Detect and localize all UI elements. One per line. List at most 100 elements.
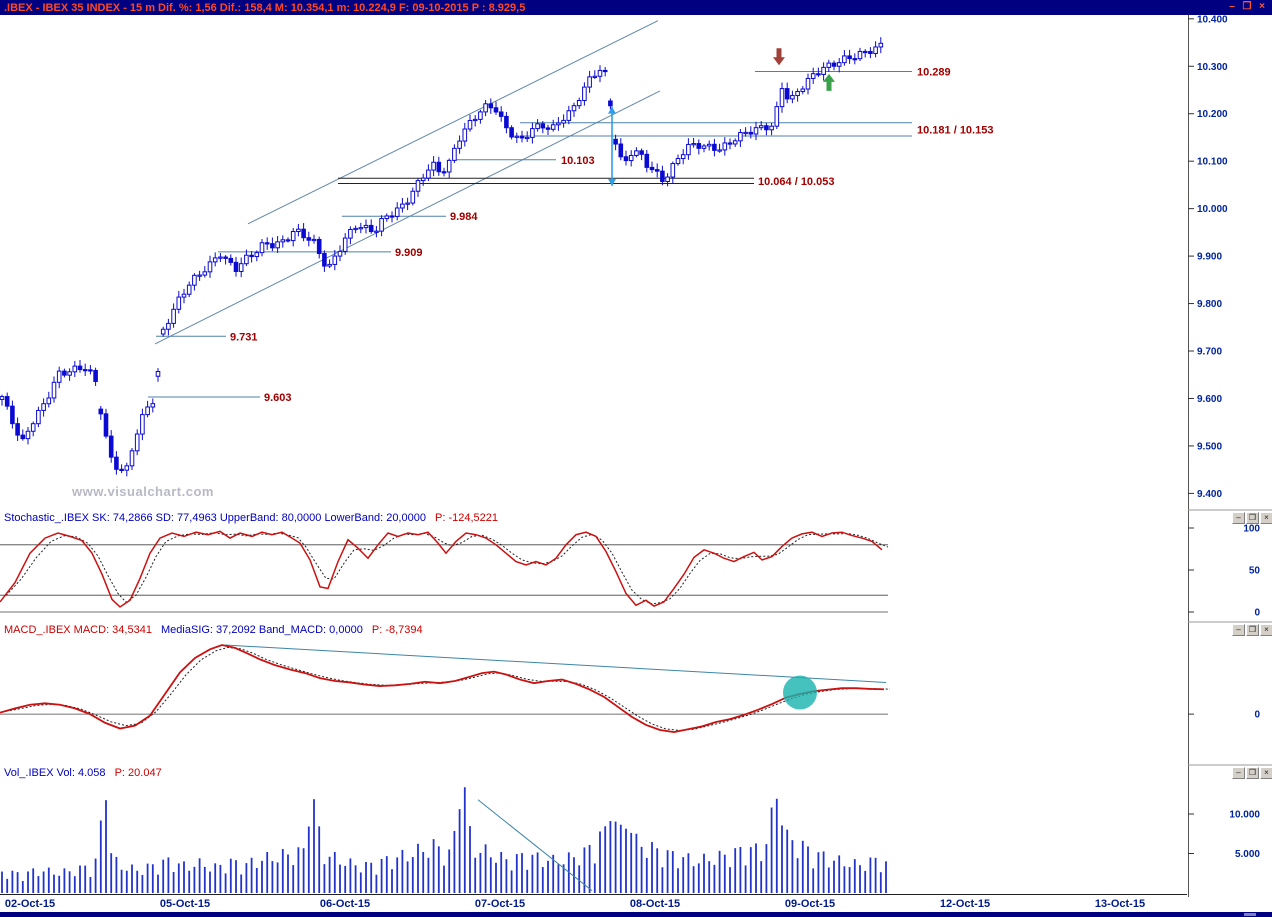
candle-body bbox=[228, 257, 234, 263]
candle-body bbox=[93, 369, 98, 382]
candle-body bbox=[748, 131, 754, 135]
candle-body bbox=[51, 381, 57, 399]
restore-icon[interactable]: ❒ bbox=[1246, 512, 1259, 524]
candle-body bbox=[249, 254, 254, 258]
highlight-circle bbox=[783, 675, 817, 710]
candle-body bbox=[316, 238, 322, 255]
macd-p-value: P: -8,7394 bbox=[371, 624, 423, 636]
candle-body bbox=[873, 46, 878, 54]
candle-body bbox=[712, 143, 717, 151]
minimize-icon[interactable]: – bbox=[1232, 767, 1245, 779]
candle-body bbox=[223, 256, 228, 259]
candle-body bbox=[769, 125, 774, 131]
date-label: 02-Oct-15 bbox=[4, 898, 56, 910]
measure-arrow-head bbox=[608, 178, 616, 186]
stochastic-window-controls: – ❒ × bbox=[1232, 512, 1272, 524]
horizontal-scrollbar[interactable] bbox=[0, 912, 1272, 917]
price-axis-label: 9.600 bbox=[1197, 394, 1222, 405]
candle-body bbox=[197, 274, 202, 277]
candle-body bbox=[77, 365, 83, 371]
candle-body bbox=[218, 256, 223, 259]
candle-body bbox=[566, 110, 572, 121]
candle-body bbox=[431, 161, 436, 171]
candle-body bbox=[306, 237, 312, 241]
candle-body bbox=[816, 73, 821, 76]
minimize-icon[interactable]: – bbox=[1229, 1, 1235, 12]
candle-body bbox=[556, 122, 561, 126]
close-icon[interactable]: × bbox=[1260, 624, 1272, 636]
stochastic-main-line bbox=[0, 530, 883, 608]
macd-window-controls: – ❒ × bbox=[1232, 624, 1272, 636]
titlebar-controls: – ❒ × bbox=[1226, 0, 1268, 14]
candle-body bbox=[836, 62, 842, 67]
candle-body bbox=[400, 203, 405, 209]
volume-axis-label: 5.000 bbox=[1235, 849, 1260, 860]
candle-body bbox=[504, 115, 509, 129]
restore-icon[interactable]: ❒ bbox=[1246, 624, 1259, 636]
candle-body bbox=[244, 254, 249, 265]
price-level-label: 9.984 bbox=[450, 211, 478, 223]
candle-body bbox=[145, 406, 150, 416]
candle-body bbox=[446, 159, 452, 173]
candle-body bbox=[706, 143, 712, 147]
restore-icon[interactable]: ❒ bbox=[1246, 767, 1259, 779]
candle-body bbox=[108, 435, 114, 458]
candle-body bbox=[186, 284, 192, 295]
candle-body bbox=[41, 403, 46, 411]
price-axis-label: 9.400 bbox=[1197, 489, 1222, 500]
scrollbar-thumb[interactable] bbox=[1244, 913, 1256, 916]
stochastic-p-value: P: -124,5221 bbox=[435, 512, 499, 524]
close-icon[interactable]: × bbox=[1259, 1, 1265, 12]
candle-body bbox=[264, 242, 270, 245]
candle-body bbox=[493, 107, 499, 113]
candle-body bbox=[618, 143, 624, 158]
restore-icon[interactable]: ❒ bbox=[1242, 1, 1252, 12]
candle-body bbox=[634, 150, 639, 156]
candle-body bbox=[457, 140, 462, 149]
volume-header: Vol_.IBEX Vol: 4.058 P: 20.047 bbox=[4, 767, 168, 780]
minimize-icon[interactable]: – bbox=[1232, 624, 1245, 636]
candle-body bbox=[337, 250, 343, 257]
candle-body bbox=[405, 202, 410, 205]
candle-body bbox=[285, 239, 291, 242]
candle-body bbox=[738, 132, 743, 142]
stochastic-values: Stochastic_.IBEX SK: 74,2866 SD: 77,4963… bbox=[4, 512, 426, 524]
close-icon[interactable]: × bbox=[1260, 512, 1272, 524]
price-axis-label: 10.200 bbox=[1197, 109, 1228, 120]
candle-body bbox=[639, 150, 644, 155]
candle-body bbox=[530, 128, 535, 138]
candle-body bbox=[524, 136, 530, 140]
candle-body bbox=[545, 127, 551, 130]
price-level-label: 10.103 bbox=[561, 155, 595, 167]
candle-body bbox=[342, 237, 348, 252]
candle-body bbox=[207, 261, 213, 273]
candle-body bbox=[270, 243, 275, 249]
candle-body bbox=[36, 409, 41, 425]
candle-body bbox=[852, 58, 858, 61]
macd-axis-label: 0 bbox=[1254, 710, 1260, 721]
date-label: 08-Oct-15 bbox=[629, 898, 681, 910]
candle-body bbox=[358, 227, 364, 230]
candle-body bbox=[25, 430, 31, 440]
date-label: 09-Oct-15 bbox=[784, 898, 836, 910]
price-axis-label: 9.500 bbox=[1197, 441, 1222, 452]
candle-body bbox=[576, 100, 582, 107]
candle-body bbox=[644, 153, 650, 168]
candle-body bbox=[857, 50, 863, 60]
candle-body bbox=[0, 396, 5, 400]
candle-body bbox=[582, 86, 587, 102]
candle-body bbox=[15, 423, 20, 436]
volume-value: Vol_.IBEX Vol: 4.058 bbox=[4, 767, 106, 779]
candle-body bbox=[56, 370, 62, 383]
candle-body bbox=[509, 127, 514, 138]
candle-body bbox=[462, 128, 468, 142]
minimize-icon[interactable]: – bbox=[1232, 512, 1245, 524]
close-icon[interactable]: × bbox=[1260, 767, 1272, 779]
candle-body bbox=[327, 263, 332, 267]
candle-body bbox=[774, 106, 780, 127]
candle-body bbox=[103, 413, 109, 437]
candle-body bbox=[821, 66, 826, 75]
buy-arrow-icon bbox=[823, 73, 835, 91]
